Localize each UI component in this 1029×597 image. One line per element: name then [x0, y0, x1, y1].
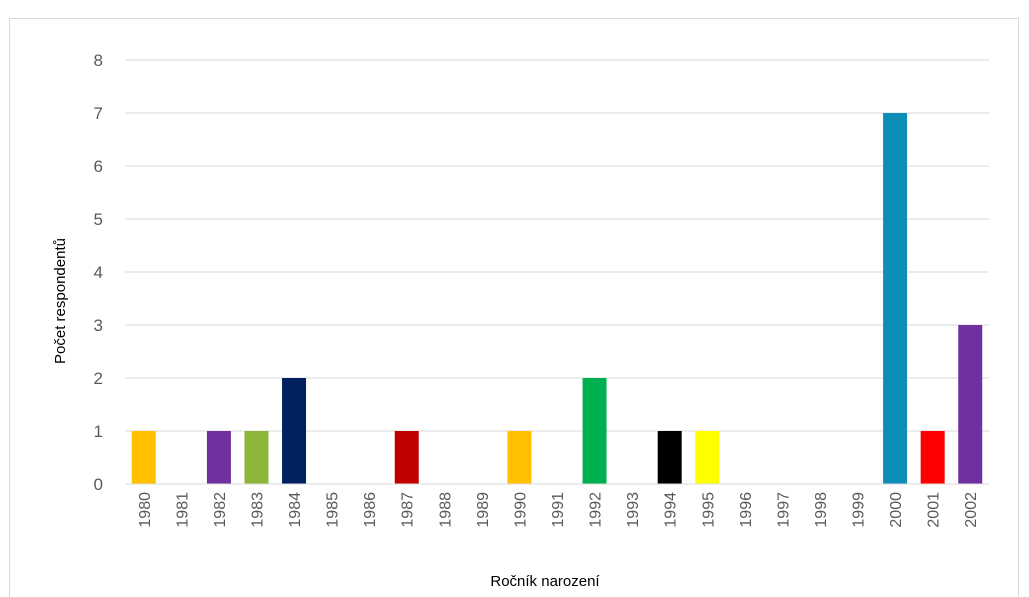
bar-2001	[920, 431, 945, 484]
x-tick-label: 1981	[174, 492, 191, 528]
bar-1984	[282, 378, 307, 484]
x-tick-label: 1986	[362, 492, 379, 528]
y-tick-label: 8	[94, 51, 103, 70]
x-tick-label: 1980	[137, 492, 154, 528]
x-tick-label: 1991	[550, 492, 567, 528]
y-axis-title: Počet respondentů	[52, 238, 69, 364]
x-tick-label: 1998	[813, 492, 830, 528]
y-tick-label: 6	[94, 157, 103, 176]
bar-1983	[244, 431, 269, 484]
bar-1980	[131, 431, 156, 484]
y-axis-ticks: 0 1 2 3 4 5 6 7 8	[94, 51, 103, 494]
x-tick-label: 1999	[851, 492, 868, 528]
bar-1995	[695, 431, 720, 484]
x-tick-label: 1992	[588, 492, 605, 528]
x-tick-label: 1982	[212, 492, 229, 528]
x-tick-label: 1989	[475, 492, 492, 528]
chart-frame	[9, 18, 1019, 597]
x-tick-label: 2000	[888, 492, 905, 528]
y-tick-label: 3	[94, 316, 103, 335]
x-tick-label: 1997	[775, 492, 792, 528]
y-tick-label: 7	[94, 104, 103, 123]
x-tick-label: 1987	[400, 492, 417, 528]
y-tick-label: 2	[94, 369, 103, 388]
bars	[131, 113, 983, 484]
x-tick-label: 1995	[700, 492, 717, 528]
x-tick-label: 1985	[325, 492, 342, 528]
bar-1994	[657, 431, 682, 484]
x-tick-label: 2002	[963, 492, 980, 528]
x-tick-label: 1988	[437, 492, 454, 528]
x-tick-label: 1983	[249, 492, 266, 528]
x-tick-label: 1993	[625, 492, 642, 528]
bar-1982	[206, 431, 231, 484]
x-tick-label: 1990	[512, 492, 529, 528]
bar-1987	[394, 431, 419, 484]
x-tick-label: 2001	[926, 492, 943, 528]
y-tick-label: 1	[94, 422, 103, 441]
y-tick-label: 5	[94, 210, 103, 229]
x-tick-label: 1984	[287, 492, 304, 528]
y-tick-label: 4	[94, 263, 103, 282]
x-tick-label: 1994	[663, 492, 680, 528]
x-axis-title: Ročník narození	[490, 573, 600, 590]
x-tick-label: 1996	[738, 492, 755, 528]
bar-1992	[582, 378, 607, 484]
x-axis-ticks: 1980 1981 1982 1983 1984 1985 1986 1987 1988 1989…	[137, 492, 980, 528]
bar-2000	[883, 113, 908, 484]
gridlines	[125, 59, 989, 432]
bar-2002	[958, 325, 983, 484]
y-tick-label: 0	[94, 475, 103, 494]
bar-1990	[507, 431, 532, 484]
